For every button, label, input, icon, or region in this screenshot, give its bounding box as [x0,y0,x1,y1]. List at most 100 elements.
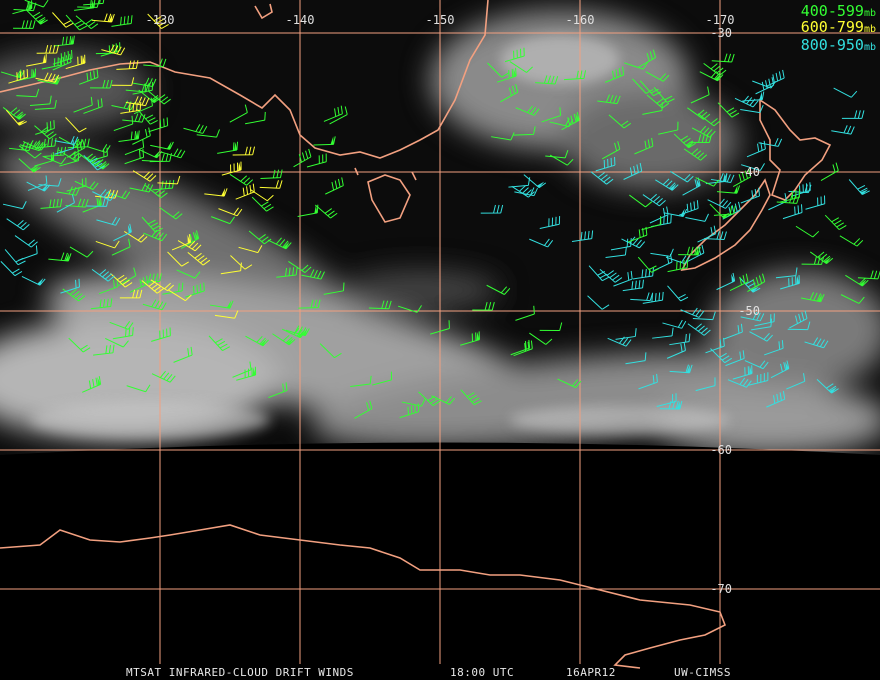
wind-barb [187,251,211,266]
wind-barb [732,168,752,187]
wind-barb [623,162,643,180]
wind-barb [161,148,186,159]
wind-barb [486,284,511,295]
wind-barb [766,390,786,408]
wind-barb [29,95,52,107]
wind-barb [460,389,482,406]
wind-barb [704,231,727,240]
wind-flag [286,338,294,345]
wind-barb [787,321,811,331]
wind-barb [150,141,174,150]
wind-flag [669,183,677,191]
wind-barb [329,106,348,125]
wind-barb [754,313,775,327]
wind-flag [283,241,290,249]
wind-barb [34,125,57,140]
wind-barb [662,319,687,329]
legend-unit: mb [864,8,876,19]
wind-barb [401,398,426,407]
wind-barb [9,141,33,152]
wind-flag [28,0,32,10]
wind-barb [118,130,140,143]
wind-barb [66,177,87,192]
wind-barb [511,185,535,198]
wind-barb [157,175,181,185]
wind-barb [667,285,689,302]
wind-barb [52,12,74,28]
wind-barb [430,320,450,335]
wind-barb [323,105,343,122]
wind-barb [641,216,662,231]
wind-flag [513,68,517,77]
wind-barb [214,310,239,319]
wind-barb [56,186,80,196]
wind-barb [301,269,325,280]
wind-barb [678,246,701,256]
wind-barb [658,121,679,135]
wind-flag [187,234,191,244]
wind-barb [670,171,694,183]
wind-barb [624,62,649,70]
wind-barb [138,89,162,104]
wind-barb [36,44,60,54]
wind-barb [111,238,131,256]
wind-barb [666,342,686,359]
wind-barb [687,107,711,120]
wind-barb [571,230,594,242]
wind-flag [82,55,85,64]
wind-flag [297,330,304,338]
wind-barb [177,240,202,252]
wind-barb [723,323,743,340]
wind-barb [143,58,167,68]
wind-barb [683,148,708,161]
wind-barb [779,189,800,203]
wind-barb [727,377,752,388]
wind-barb [709,203,732,219]
wind-flag [135,130,139,140]
wind-barb [5,109,27,126]
wind-barb [515,105,540,116]
wind-barb [75,15,99,30]
wind-flag [796,275,800,285]
wind-flag [722,173,726,182]
wind-flag [97,377,101,386]
wind-flag [37,278,44,286]
longitude-label: -140 [286,13,315,27]
wind-barb [288,261,312,273]
date: 16APR12 [566,666,616,679]
wind-barb [35,120,55,135]
wind-barb [690,86,710,104]
wind-barb [510,339,531,356]
wind-barb [111,77,135,86]
wind-barb [703,62,727,76]
wind-barb [697,113,721,127]
legend-entry: 600-799mb [801,18,876,36]
wind-barb [52,49,73,65]
wind-barb [122,113,146,123]
wind-barb [113,115,134,132]
legend-unit: mb [864,42,876,53]
wind-barb [487,62,509,78]
wind-flag [151,96,160,103]
product-name: MTSAT INFRARED-CLOUD DRIFT WINDS [126,666,354,679]
wind-barb [780,275,800,290]
wind-flag [252,367,256,376]
wind-barb [26,54,47,67]
wind-barb [764,340,784,356]
wind-flag [314,205,318,214]
wind-barb [13,20,36,29]
legend-range: 800-950 [801,36,864,54]
wind-barb [801,256,825,265]
wind-barb [59,152,80,167]
legend-range: 600-799 [801,18,864,36]
wind-barb [755,77,775,95]
wind-barb [74,180,99,190]
wind-barb [68,337,91,353]
wind-barb [211,216,236,225]
wind-barb [176,269,201,279]
wind-barb [669,333,691,346]
wind-barb [48,252,72,262]
wind-barb [19,140,44,152]
wind-barb [716,185,741,194]
legend: 400-599mb 600-799mb 800-950mb [801,2,876,54]
